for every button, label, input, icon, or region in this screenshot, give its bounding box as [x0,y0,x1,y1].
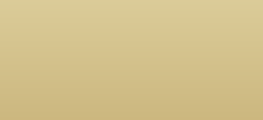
Text: (b): (b) [11,30,22,39]
Text: DEPRO: DEPRO [175,90,263,114]
Text: Evaluate log₅ 4 - 2log₅ 8 + ...: Evaluate log₅ 4 - 2log₅ 8 + ... [50,16,166,25]
Text: latitude: latitude [50,88,81,97]
Text: (i).: (i). [11,2,22,11]
Text: the  m: the m [145,2,169,11]
Text: Solve the equation m² + n² = 29 and m + n = 7: Solve the equation m² + n² = 29 and m + … [50,102,243,111]
Text: (b).: (b). [11,102,25,111]
Text: P and   Q measured  along  the  parallel  of: P and Q measured along the parallel of [50,73,223,83]
Text: respectively. Calculate the distance between: respectively. Calculate the distance bet… [50,59,230,68]
Text: 0.8g/cm²?: 0.8g/cm²? [50,2,92,11]
Text: P and Q are two points on latitude 55°N and: P and Q are two points on latitude 55°N … [50,30,227,39]
Text: 4a.: 4a. [11,59,25,68]
Text: their  Longitudes  are  33°W  and   23°E: their Longitudes are 33°W and 23°E [50,45,210,54]
